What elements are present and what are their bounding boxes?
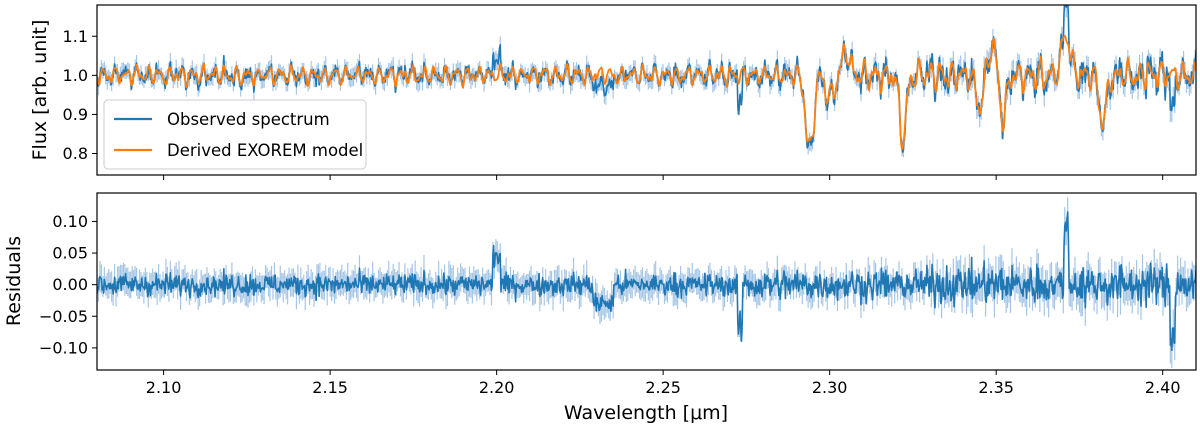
- legend: Observed spectrum Derived EXOREM model: [103, 99, 367, 170]
- top-y-ticks: 0.8 0.9 1.0 1.1: [63, 27, 97, 163]
- bottom-y-axis-title: Residuals: [3, 236, 25, 326]
- y-tick-label: −0.05: [39, 307, 88, 326]
- top-x-ticks: [163, 175, 1164, 180]
- top-axes-frame: [96, 4, 1197, 176]
- x-tick-label: 2.15: [312, 378, 348, 397]
- bottom-y-ticks: −0.10 −0.05 0.00 0.05 0.10: [39, 212, 97, 357]
- bottom-x-ticks: 2.10 2.15 2.20 2.25 2.30 2.35 2.40: [146, 370, 1181, 397]
- y-tick-label: 1.1: [63, 27, 88, 46]
- exorem-model-line: [97, 34, 1196, 151]
- bottom-panel: −0.10−0.050.000.050.10 2.10 2.15 2.20 2.25 2…: [3, 192, 1197, 424]
- x-tick-label: 2.30: [812, 378, 848, 397]
- y-tick-label: 0.10: [52, 212, 88, 231]
- y-tick-label: 0.9: [63, 105, 88, 124]
- y-tick-label: −0.10: [39, 338, 88, 357]
- x-axis-title: Wavelength [μm]: [564, 402, 728, 424]
- top-panel: 0.8 0.9 1.0 1.1 Flux [arb. unit] Observed s…: [29, 4, 1197, 180]
- y-tick-label: 0.05: [52, 244, 88, 263]
- y-tick-label: 0.8: [63, 144, 88, 163]
- legend-label-observed: Observed spectrum: [167, 110, 330, 129]
- residuals-line: [97, 211, 1196, 352]
- legend-box: [103, 99, 367, 170]
- bottom-series-lines: [97, 211, 1196, 352]
- x-tick-label: 2.35: [978, 378, 1014, 397]
- legend-label-model: Derived EXOREM model: [167, 141, 363, 160]
- x-tick-label: 2.20: [479, 378, 515, 397]
- x-tick-label: 2.10: [146, 378, 182, 397]
- x-tick-label: 2.40: [1145, 378, 1181, 397]
- y-tick-label: 1.0: [63, 66, 88, 85]
- top-series-lines: [97, 5, 1196, 153]
- x-tick-label: 2.25: [645, 378, 681, 397]
- y-tick-label: 0.00: [52, 275, 88, 294]
- bottom-axes-frame: [96, 192, 1197, 371]
- top-y-axis-title: Flux [arb. unit]: [29, 20, 51, 161]
